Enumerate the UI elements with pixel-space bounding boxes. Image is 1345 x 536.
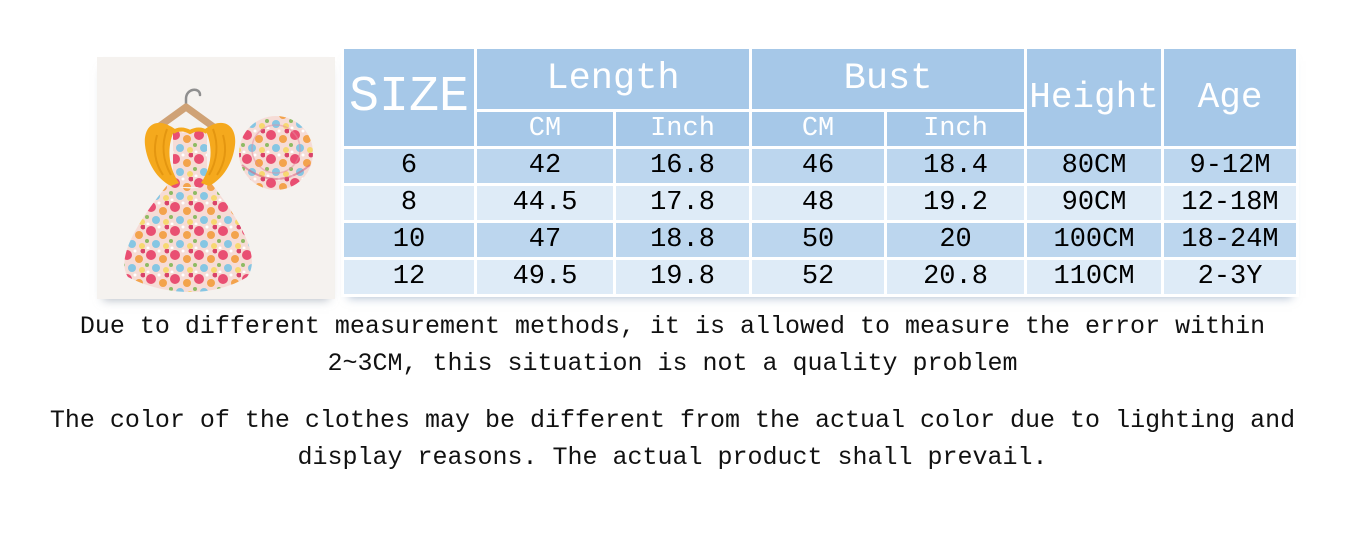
header-bust-cm: CM: [752, 112, 885, 146]
dress-image: [124, 122, 252, 292]
note-line: display reasons. The actual product shal…: [297, 443, 1048, 472]
hanger-icon: [153, 88, 219, 132]
cell-length-inch: 17.8: [616, 186, 750, 220]
cell-height: 110CM: [1027, 260, 1162, 294]
cell-bust-cm: 46: [752, 149, 885, 183]
note-line: The color of the clothes may be differen…: [49, 406, 1296, 435]
product-photo-art: [97, 57, 335, 299]
cell-bust-inch: 18.4: [887, 149, 1025, 183]
cell-bust-cm: 50: [752, 223, 885, 257]
cell-bust-cm: 52: [752, 260, 885, 294]
cell-age: 18-24M: [1164, 223, 1297, 257]
cell-height: 100CM: [1027, 223, 1162, 257]
product-photo: [97, 57, 335, 299]
cell-length-inch: 19.8: [616, 260, 750, 294]
cell-length-cm: 44.5: [477, 186, 613, 220]
header-age: Age: [1164, 49, 1297, 146]
cell-size: 8: [344, 186, 474, 220]
cell-bust-inch: 20: [887, 223, 1025, 257]
note-line: Due to different measurement methods, it…: [79, 312, 1266, 341]
cell-age: 9-12M: [1164, 149, 1297, 183]
cell-size: 6: [344, 149, 474, 183]
cell-bust-inch: 19.2: [887, 186, 1025, 220]
header-height: Height: [1027, 49, 1162, 146]
header-bust: Bust: [752, 49, 1025, 109]
cell-length-cm: 49.5: [477, 260, 613, 294]
cell-size: 10: [344, 223, 474, 257]
cell-age: 12-18M: [1164, 186, 1297, 220]
measurement-note: Due to different measurement methods, it…: [0, 308, 1345, 382]
cell-height: 90CM: [1027, 186, 1162, 220]
cell-bust-cm: 48: [752, 186, 885, 220]
cell-length-inch: 16.8: [616, 149, 750, 183]
cell-height: 80CM: [1027, 149, 1162, 183]
cell-age: 2-3Y: [1164, 260, 1297, 294]
table-row: 12 49.5 19.8 52 20.8 110CM 2-3Y: [344, 260, 1297, 294]
cell-length-cm: 47: [477, 223, 613, 257]
cell-length-inch: 18.8: [616, 223, 750, 257]
cell-size: 12: [344, 260, 474, 294]
header-length-inch: Inch: [616, 112, 750, 146]
table-row: 10 47 18.8 50 20 100CM 18-24M: [344, 223, 1297, 257]
header-size: SIZE: [344, 49, 474, 146]
header-length: Length: [477, 49, 750, 109]
color-note: The color of the clothes may be differen…: [0, 402, 1345, 476]
header-bust-inch: Inch: [887, 112, 1025, 146]
note-line: 2~3CM, this situation is not a quality p…: [327, 349, 1018, 378]
table-row: 6 42 16.8 46 18.4 80CM 9-12M: [344, 149, 1297, 183]
hat-image: [239, 116, 313, 190]
header-length-cm: CM: [477, 112, 613, 146]
table-row: 8 44.5 17.8 48 19.2 90CM 12-18M: [344, 186, 1297, 220]
cell-bust-inch: 20.8: [887, 260, 1025, 294]
cell-length-cm: 42: [477, 149, 613, 183]
size-chart-table: SIZE Length Bust Height Age CM Inch CM I…: [341, 46, 1299, 297]
